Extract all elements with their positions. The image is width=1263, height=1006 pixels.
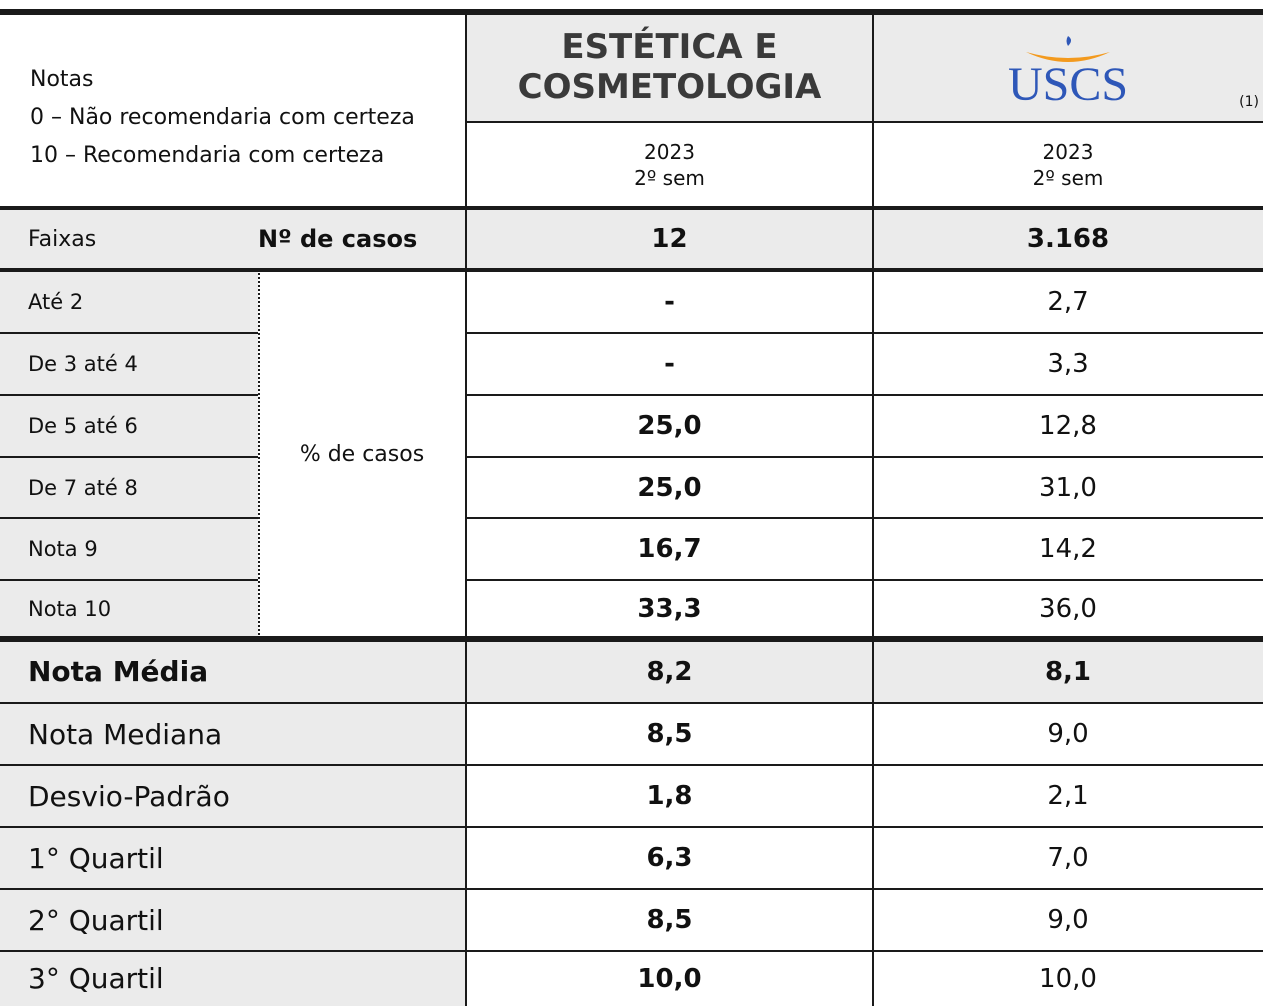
stat-label: Desvio-Padrão [0,765,466,827]
period: 2023 2º sem [873,122,1263,208]
cases-sublabel: Nº de casos [258,208,466,270]
band-value: 2,7 [1047,286,1089,317]
stat-label: Nota Média [0,640,466,703]
rule [0,206,1263,210]
stat-value: 2,1 [1047,781,1089,811]
band-value: 31,0 [1039,472,1097,503]
rule [466,517,1263,519]
semester: 2º sem [634,166,705,190]
rule [0,456,258,458]
logo-arc [1026,52,1110,62]
stat-value: 10,0 [637,963,702,994]
band-value: 12,8 [1039,411,1097,441]
notes: Notas 0 – Não recomendaria com certeza 10 … [0,12,466,208]
rule [466,332,1263,334]
rule [0,950,1263,952]
cases-value: 3.168 [873,208,1263,270]
period: 2023 2º sem [466,122,873,208]
stat-value: 7,0 [1047,843,1089,873]
band-value: 3,3 [1047,349,1089,379]
stat-value: 8,5 [646,719,693,749]
band-value: 14,2 [1039,534,1097,564]
rule [0,332,258,334]
rule [0,517,258,519]
course-title: ESTÉTICA E COSMETOLOGIA [466,12,873,122]
band-label: De 7 até 8 [0,457,258,518]
stat-label: Nota Mediana [0,703,466,765]
logo: USCS [1008,36,1128,111]
band-value: 36,0 [1039,594,1097,624]
stat-value: 8,2 [466,640,873,703]
title-line: ESTÉTICA E [561,27,778,67]
rule [466,394,1263,396]
footnote-mark: (1) [1239,94,1259,110]
band-label: Nota 9 [0,518,258,580]
group-label: % de casos [299,441,425,467]
note-line: 10 – Recomendaria com certeza [30,143,385,168]
band-label: Nota 10 [0,580,258,638]
stat-value: 8,1 [873,640,1263,703]
stat-label: 3° Quartil [0,951,466,1006]
rule [0,268,1263,272]
stat-label: 1° Quartil [0,827,466,889]
band-value: - [664,349,675,379]
year: 2023 [644,140,695,164]
rule [466,579,1263,581]
logo-text: USCS [1008,58,1128,111]
rule [466,121,1263,123]
band-value: 16,7 [637,534,702,564]
band-label: De 5 até 6 [0,395,258,457]
rule [0,888,1263,890]
rule [0,579,258,581]
title-line: COSMETOLOGIA [517,67,822,107]
rule [0,702,1263,704]
rule [872,9,874,1006]
semester: 2º sem [1032,166,1104,190]
note-line: 0 – Não recomendaria com certeza [30,105,415,130]
band-value: 25,0 [637,472,702,503]
stat-value: 10,0 [1039,963,1097,994]
band-value: - [664,286,675,317]
rule [0,9,1263,15]
stat-label: 2° Quartil [0,889,466,951]
rule [466,456,1263,458]
cases-value: 12 [466,208,873,270]
rule [0,826,1263,828]
rule [0,764,1263,766]
stat-value: 9,0 [1047,719,1089,749]
rule [0,636,1263,642]
logo-flame [1066,36,1071,46]
cases-label: Faixas [0,208,258,270]
band-label: Até 2 [0,270,258,333]
rule [0,394,258,396]
stat-value: 1,8 [646,781,693,811]
stat-value: 8,5 [646,905,693,935]
band-value: 25,0 [637,411,702,441]
band-value: 33,3 [637,594,702,624]
logo-cell: USCS (1) [873,12,1263,122]
rule [465,9,467,1006]
rule [258,270,262,638]
stat-value: 6,3 [646,843,693,873]
stat-value: 9,0 [1047,905,1089,935]
notes-title: Notas [30,67,94,92]
band-label: De 3 até 4 [0,333,258,395]
year: 2023 [1042,140,1094,164]
